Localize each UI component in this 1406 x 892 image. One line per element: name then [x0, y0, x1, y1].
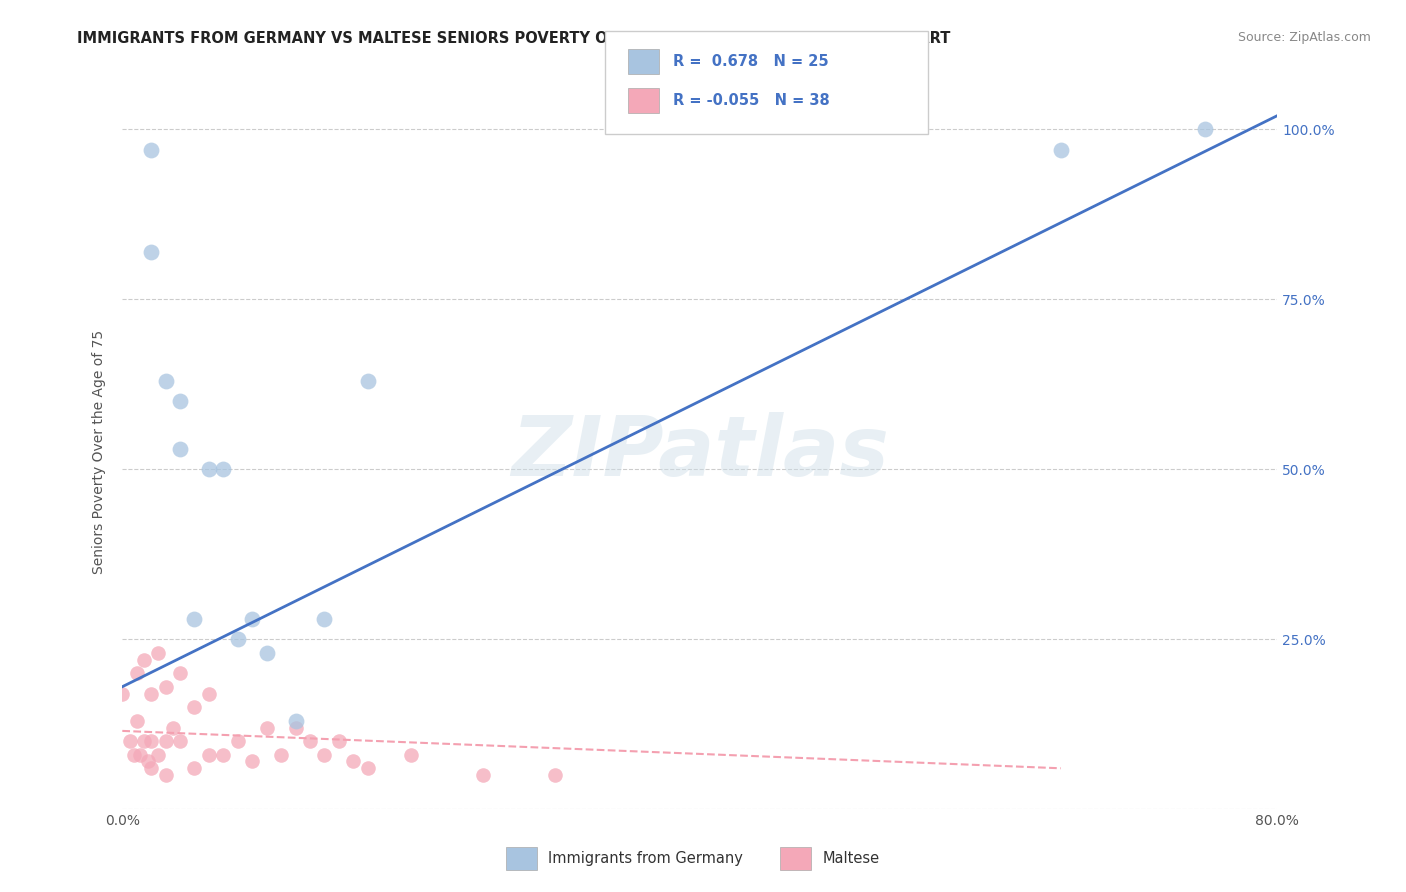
Point — [141, 686, 163, 700]
Text: Maltese: Maltese — [823, 851, 880, 865]
Point — [357, 374, 380, 388]
Point — [141, 244, 163, 259]
Point — [198, 462, 221, 476]
Text: ZIPatlas: ZIPatlas — [510, 412, 889, 492]
Point — [162, 721, 184, 735]
Point — [141, 734, 163, 748]
Point — [342, 755, 364, 769]
Point — [128, 747, 150, 762]
Point — [198, 747, 221, 762]
Point — [111, 686, 134, 700]
Point — [155, 768, 177, 782]
Point — [399, 747, 422, 762]
Point — [472, 768, 495, 782]
Point — [169, 394, 191, 409]
Point — [240, 612, 263, 626]
Point — [270, 747, 292, 762]
Point — [148, 646, 170, 660]
Point — [357, 761, 380, 775]
Point — [125, 666, 148, 681]
Point — [328, 734, 350, 748]
Y-axis label: Seniors Poverty Over the Age of 75: Seniors Poverty Over the Age of 75 — [93, 330, 107, 574]
Point — [169, 442, 191, 456]
Point — [155, 734, 177, 748]
Point — [240, 755, 263, 769]
Point — [122, 747, 145, 762]
Point — [226, 734, 249, 748]
Point — [314, 747, 336, 762]
Point — [226, 632, 249, 647]
Point — [155, 374, 177, 388]
Point — [1049, 143, 1071, 157]
Point — [155, 680, 177, 694]
Point — [284, 714, 307, 728]
Point — [212, 747, 235, 762]
Point — [284, 721, 307, 735]
Text: IMMIGRANTS FROM GERMANY VS MALTESE SENIORS POVERTY OVER THE AGE OF 75 CORRELATIO: IMMIGRANTS FROM GERMANY VS MALTESE SENIO… — [77, 31, 950, 46]
Text: Source: ZipAtlas.com: Source: ZipAtlas.com — [1237, 31, 1371, 45]
Point — [132, 734, 155, 748]
Point — [256, 721, 278, 735]
Point — [198, 686, 221, 700]
Point — [141, 761, 163, 775]
Text: R = -0.055   N = 38: R = -0.055 N = 38 — [673, 94, 830, 108]
Point — [118, 734, 141, 748]
Point — [183, 612, 205, 626]
Point — [169, 734, 191, 748]
Point — [298, 734, 321, 748]
Point — [169, 666, 191, 681]
Text: R =  0.678   N = 25: R = 0.678 N = 25 — [673, 54, 830, 69]
Point — [314, 612, 336, 626]
Point — [183, 761, 205, 775]
Point — [132, 652, 155, 666]
Point — [256, 646, 278, 660]
Point — [141, 143, 163, 157]
Point — [183, 700, 205, 714]
Point — [148, 747, 170, 762]
Point — [1194, 122, 1216, 136]
Point — [212, 462, 235, 476]
Point — [544, 768, 567, 782]
Point — [136, 755, 159, 769]
Text: Immigrants from Germany: Immigrants from Germany — [548, 851, 744, 865]
Point — [125, 714, 148, 728]
